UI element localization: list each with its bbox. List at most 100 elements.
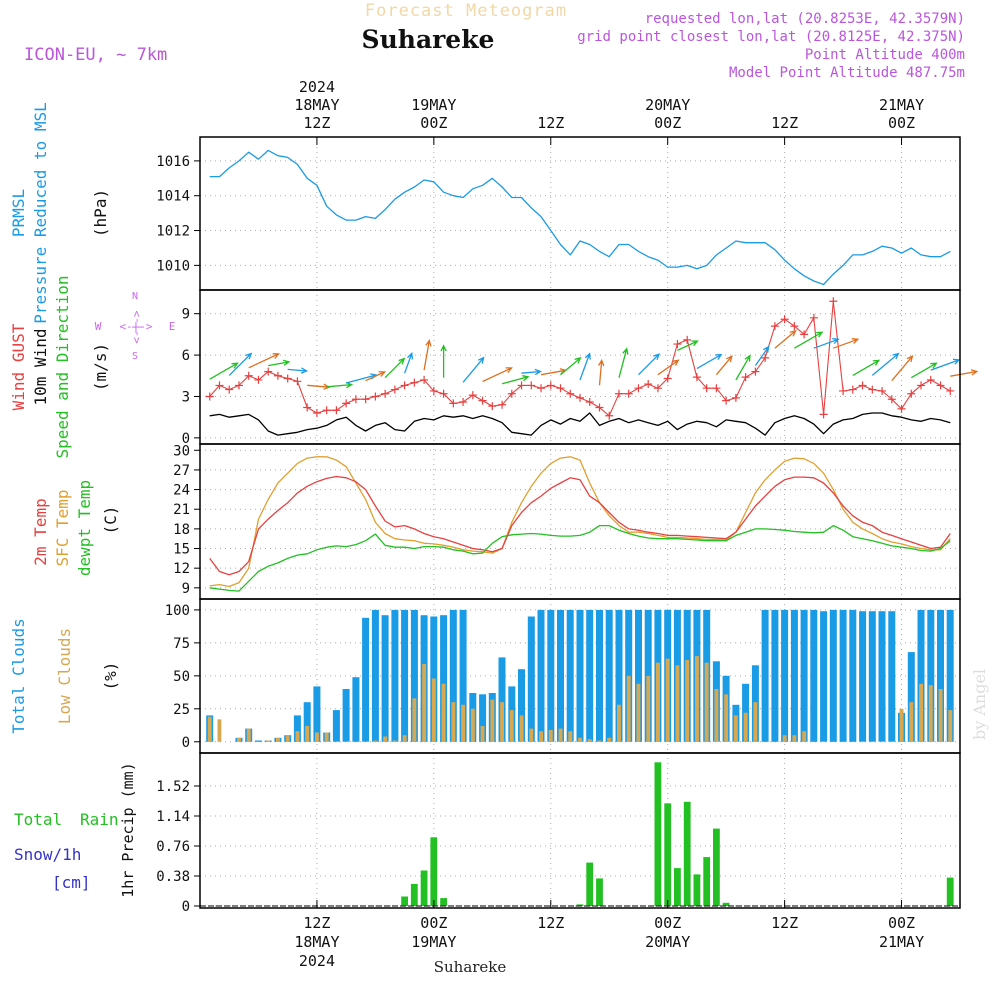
wind-arrow [715,355,733,376]
low-cloud-bar [305,725,310,742]
low-cloud-bar [743,712,748,742]
temp-panel-frame [199,443,961,600]
total-cloud-bar [479,694,487,742]
wind-arrow [852,359,881,376]
gust-marker [254,375,263,384]
gust-marker [215,381,224,390]
pressure-label-long: Pressure Reduced to MSL [31,102,50,324]
wind-arrow [871,352,900,376]
precip-bar [703,857,711,906]
low-cloud-bar [548,729,553,742]
total-cloud-bar [927,609,935,742]
gust-marker [322,406,331,415]
gust-marker [420,375,429,384]
low-cloud-bar [607,737,612,742]
precip-axis-label: 1hr Precip (mm) [119,762,137,897]
low-cloud-bar [626,675,631,742]
wind-arrow [403,351,414,374]
top-hour-label: 00Z [420,114,447,132]
wind-arrow [326,381,354,389]
total-cloud-bar [352,677,360,742]
total-cloud-bar [342,689,350,742]
low-cloud-bar [792,735,797,742]
gust-marker [576,393,584,402]
gust-marker [644,380,653,389]
gust-marker [332,406,341,415]
low-cloud-bar [656,662,660,742]
pressure-ytick-label: 1014 [156,189,190,205]
wind-arrow [618,347,629,378]
bottom-hour-label: 00Z [654,914,681,932]
low-cloud-bar [899,708,904,742]
wind-arrow [813,338,840,349]
low-cloud-bar [285,735,290,742]
bottom-date-label: 18MAY [294,933,339,951]
low-cloud-bar [461,704,465,742]
watermark: by Angel [970,669,989,740]
low-cloud-bar [675,665,680,742]
temp-ytick-label: 30 [173,443,190,459]
pressure-ytick-label: 1016 [156,154,190,170]
precip-bar [693,874,701,906]
total-cloud-bar [557,609,564,742]
total-cloud-bar [362,617,370,742]
low-cloud-bar [802,731,807,742]
wind-ytick-label: 3 [182,389,190,405]
precip-panel-frame [199,752,961,909]
top-hour-label: 12Z [537,114,564,132]
precip-bar [683,801,691,906]
total-cloud-bar [868,611,876,742]
total-cloud-bar [605,609,613,742]
low-cloud-bar [919,683,923,742]
low-cloud-bar [724,694,729,742]
gust-marker [907,389,916,398]
low-cloud-bar [704,662,709,742]
wind-ytick-label: 0 [182,431,190,447]
low-cloud-bar [685,660,690,742]
low-cloud-bar [733,715,738,742]
precip-bar [430,837,438,906]
low-cloud-bar [470,708,475,742]
gust-marker [897,404,906,413]
top-date-label: 18MAY [294,96,339,114]
clouds-ytick-label: 75 [173,636,190,652]
wind-arrow [248,353,280,369]
gust-marker [293,377,302,386]
pressure-ytick-label: 1012 [156,224,190,240]
total-cloud-bar [781,609,789,742]
temp-ytick-label: 27 [173,463,190,479]
gust-marker [858,381,867,390]
gust-marker [429,386,438,395]
bottom-hour-label: 12Z [537,914,564,932]
total-cloud-bar [313,686,321,742]
precip-bar [401,896,408,906]
wind-arrow [657,359,680,376]
total-cloud-bar [293,715,301,742]
total-cloud-bar [907,652,915,742]
dewpt-label: dewpt Temp [75,480,94,576]
requested-coords: requested lon,lat (20.8253E, 42.3579N) [645,11,965,27]
model-label: ICON-EU, ~ 7km [24,45,167,65]
wind-arrow [228,352,253,376]
dewpt-temp-line [209,524,951,592]
low-cloud-bar [383,736,388,742]
precip-bar [674,868,681,906]
gust-marker [546,381,555,390]
gust-marker [751,367,760,376]
precip-bar [410,883,418,906]
precip-bar [586,862,594,906]
precip-bar [576,904,584,906]
total-cloud-bar [566,609,574,742]
pressure-ytick-label: 1010 [156,258,190,274]
gust-marker [839,386,848,395]
precip-ytick-label: 1.14 [156,809,190,825]
total-cloud-bar [332,710,340,742]
total-cloud-bar [527,616,535,742]
gust-marker [537,384,546,393]
low-cloud-bar [373,740,378,742]
total-cloud-bar [839,609,847,742]
top-date-label: 19MAY [411,96,456,114]
gust-marker [361,395,370,404]
gust-marker [673,340,682,349]
total-cloud-bar [596,609,603,742]
